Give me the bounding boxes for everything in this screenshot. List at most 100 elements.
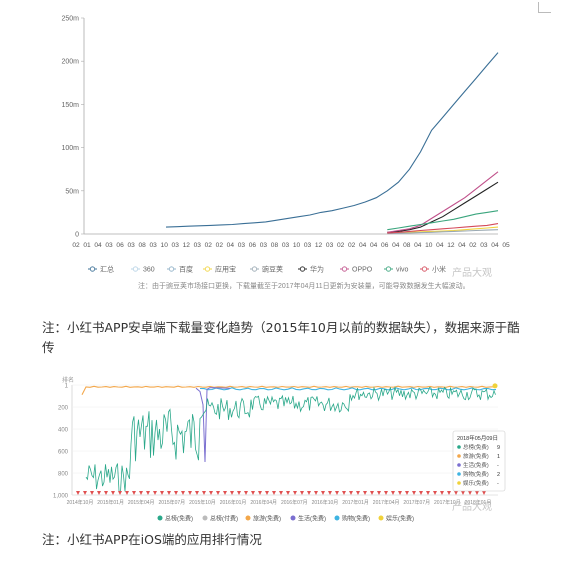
legend-label: OPPO (352, 267, 373, 274)
legend-dot (334, 515, 340, 521)
x-tick-label: 06 (381, 242, 389, 249)
event-marker (181, 491, 185, 495)
x-tick-label: 06 (249, 242, 257, 249)
tooltip-dot (457, 463, 461, 467)
legend-marker (341, 266, 348, 272)
series-line (165, 52, 499, 228)
y-tick-label: 0 (75, 232, 79, 239)
event-marker (83, 491, 87, 495)
legend-label: 汇总 (100, 265, 114, 274)
legend-label: 购物(免费) (342, 515, 370, 523)
x-tick-label: 2015年07月 (159, 499, 186, 506)
tooltip-value: 2 (497, 472, 500, 478)
event-marker (202, 491, 206, 495)
legend-label: 小米 (432, 265, 446, 274)
event-marker (251, 491, 255, 495)
event-marker (391, 491, 395, 495)
legend-marker (168, 266, 175, 272)
legend-label: 华为 (310, 265, 324, 274)
event-marker (349, 491, 353, 495)
event-marker (307, 491, 311, 495)
event-marker (279, 491, 283, 495)
legend-label: 生活(免费) (298, 515, 326, 523)
y-tick-label: 200m (61, 59, 79, 66)
event-marker (132, 491, 136, 495)
legend-dot (290, 515, 296, 521)
x-tick-label: 04 (94, 242, 102, 249)
footnote: 注：由于豌豆荚市场接口更换，下载量截至于2017年04月11日更新为安装量，可能… (138, 281, 470, 290)
legend-marker (132, 266, 139, 272)
event-marker (146, 491, 150, 495)
event-marker (76, 491, 80, 495)
event-marker (447, 491, 451, 495)
x-tick-label: 2015年01月 (97, 499, 124, 506)
x-tick-label: 03 (105, 242, 113, 249)
event-marker (139, 491, 143, 495)
x-tick-label: 04 (491, 242, 499, 249)
x-tick-label: 12 (183, 242, 191, 249)
legend-dot (378, 515, 384, 521)
x-tick-label: 2016年10月 (312, 499, 339, 506)
series-line (387, 171, 499, 233)
x-tick-label: 2017年07月 (403, 499, 430, 506)
x-tick-label: 03 (260, 242, 268, 249)
x-tick-label: 02 (348, 242, 356, 249)
x-tick-label: 04 (359, 242, 367, 249)
legend-marker (421, 266, 428, 272)
x-tick-label: 2018年01月 (465, 499, 492, 506)
event-marker (237, 491, 241, 495)
tooltip-label: 总榜(免费) (463, 443, 489, 451)
event-marker (118, 491, 122, 495)
event-marker (342, 491, 346, 495)
legend-label: 旅游(免费) (253, 515, 281, 523)
legend-marker (204, 266, 211, 272)
watermark-brand-2: 产品大观 (452, 500, 492, 513)
event-marker (265, 491, 269, 495)
event-marker (433, 491, 437, 495)
x-tick-label: 06 (116, 242, 124, 249)
y-tick-label: 800 (58, 472, 69, 478)
tooltip-value: - (497, 463, 499, 469)
x-tick-label: 03 (127, 242, 135, 249)
x-tick-label: 02 (469, 242, 477, 249)
event-marker (209, 491, 213, 495)
x-tick-label: 2017年04月 (373, 499, 400, 506)
x-tick-label: 03 (172, 242, 180, 249)
y-tick-label: 50m (65, 188, 79, 195)
x-tick-label: 2015年04月 (128, 499, 155, 506)
event-marker (454, 491, 458, 495)
x-tick-label: 12 (315, 242, 323, 249)
event-marker (314, 491, 318, 495)
x-tick-label: 08 (403, 242, 411, 249)
x-tick-label: 2017年01月 (342, 499, 369, 506)
event-marker (97, 491, 101, 495)
legend-label: 总榜(免费) (165, 515, 193, 523)
x-tick-label: 2016年01月 (220, 499, 247, 506)
legend-marker (385, 266, 392, 272)
tooltip-label: 生活(免费) (463, 461, 489, 469)
ios-ranking-chart: 1 200 400 600 800 1,000 2014年10月 2015年01月 2015年… (53, 376, 506, 523)
x-tick-label: 08 (271, 242, 279, 249)
event-marker (300, 491, 304, 495)
y-tick-label: 100m (61, 145, 79, 152)
x-tick-label: 04 (414, 242, 422, 249)
tooltip-label: 购物(免费) (463, 470, 489, 478)
event-marker (377, 491, 381, 495)
event-marker (440, 491, 444, 495)
event-marker (286, 491, 290, 495)
tooltip-label: 娱乐(免费) (463, 479, 489, 487)
tooltip-dot (457, 481, 461, 485)
y-tick-label: 250m (61, 16, 79, 23)
series-line (387, 226, 499, 234)
x-tick-label: 08 (138, 242, 146, 249)
legend-label: 娱乐(免费) (386, 515, 414, 523)
event-marker (384, 491, 388, 495)
y-tick-label: 400 (58, 428, 69, 434)
event-marker (230, 491, 234, 495)
event-marker (167, 491, 171, 495)
event-marker (426, 491, 430, 495)
tooltip-dot (457, 454, 461, 458)
event-marker (412, 491, 416, 495)
x-tick-label: 03 (282, 242, 290, 249)
tooltip-box (452, 430, 506, 492)
